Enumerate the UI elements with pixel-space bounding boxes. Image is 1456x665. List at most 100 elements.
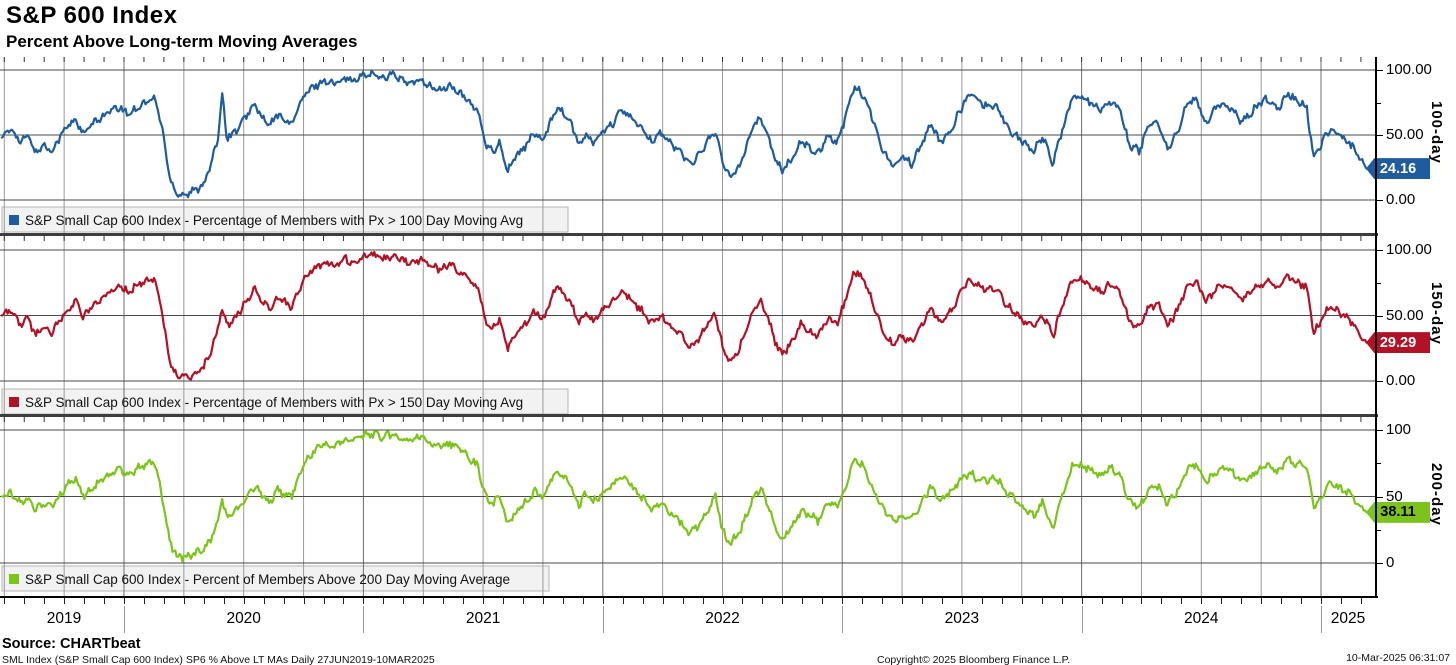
x-axis-tick [1161,598,1163,604]
x-axis-tick [642,598,644,604]
x-axis-tick [862,598,864,604]
footer-copyright: Copyright© 2025 Bloomberg Finance L.P. [877,654,1071,665]
x-axis-tick [1021,598,1023,604]
page-title: S&P 600 Index [6,2,178,29]
legend-swatch-icon [9,397,19,407]
x-axis-tick [124,598,125,604]
x-axis-tick [762,598,764,604]
x-axis-tick [263,598,265,604]
x-axis-year-label: 2020 [226,610,261,627]
series-line-150-day [0,250,1368,381]
footer-timestamp: 10-Mar-2025 06:31:07 [1346,652,1450,664]
x-axis-tick [622,598,624,604]
x-axis-tick [323,598,325,604]
x-axis-tick [104,598,106,604]
legend-150-day: S&P Small Cap 600 Index - Percentage of … [2,389,568,415]
y-axis-tick [1377,282,1381,284]
x-axis-tick [383,598,385,604]
y-axis-tick-label: 100 [1386,421,1412,438]
x-axis-tick [1340,598,1342,604]
x-axis-tick [961,598,963,604]
x-axis-year-divider [1321,606,1322,633]
y-axis-tick [1377,70,1383,71]
y-axis-tick-label: 100.00 [1386,61,1432,78]
x-axis-tick [1041,598,1043,604]
y-axis-tick [1377,430,1383,431]
x-axis-year-label: 2024 [1184,610,1219,627]
y-axis-tick-label: 50 [1386,487,1403,505]
y-axis-tick [1377,563,1383,564]
x-axis-tick [722,598,724,604]
x-axis-tick [742,598,744,604]
x-axis-year-divider [124,606,125,633]
y-axis-tick-label: 50.00 [1386,306,1424,324]
x-axis-tick [84,598,86,604]
x-axis-tick [44,598,46,604]
y-axis-tick [1377,381,1383,382]
last-value-badge-100-day: 24.16 [1366,158,1430,180]
axis-title-100-day: 100-day [1428,101,1445,164]
x-axis-tick [1241,598,1243,604]
x-axis-tick [423,598,425,604]
x-axis-tick [682,598,684,604]
x-axis-tick [542,598,544,604]
x-axis-tick [1061,598,1063,604]
x-axis-year-label: 2022 [705,610,740,627]
y-axis-tick [1377,250,1383,251]
x-axis-tick [662,598,664,604]
x-axis-tick [283,598,285,604]
x-axis-tick [503,598,505,604]
y-axis-tick [1377,529,1381,531]
legend-label: S&P Small Cap 600 Index - Percentage of … [25,394,524,410]
last-value-badge-150-day: 29.29 [1366,332,1430,354]
x-axis-year-divider [363,606,365,633]
legend-label: S&P Small Cap 600 Index - Percent of Mem… [25,571,511,587]
legend-100-day: S&P Small Cap 600 Index - Percentage of … [2,207,568,233]
x-axis-tick [183,598,185,604]
x-axis-year-label: 2025 [1330,610,1366,627]
x-axis-tick [523,598,524,604]
x-axis-tick [1001,598,1003,604]
x-axis-tick [343,598,345,604]
panel-100-day [0,57,1375,233]
y-axis-tick-label: 0.00 [1386,372,1416,389]
x-axis-tick [582,598,584,604]
x-axis-tick [203,598,205,604]
y-axis-tick-label: 0 [1386,554,1395,571]
x-axis-tick [842,598,844,604]
x-axis-tick [1261,598,1263,604]
y-axis-tick [1377,315,1383,317]
x-axis-tick [941,598,943,604]
x-axis-tick [4,598,6,604]
x-axis-tick [443,598,445,604]
y-axis-tick [1377,463,1381,465]
x-axis-year-label: 2021 [465,610,501,627]
panel-200-day [0,417,1375,596]
x-axis-tick [702,598,704,604]
axis-title-200-day: 200-day [1428,462,1445,526]
x-axis-tick [163,598,165,604]
series-line-100-day [0,69,1368,199]
x-axis-tick [1181,598,1183,604]
panel-separator [0,414,1378,417]
y-axis-line [1375,57,1377,598]
x-axis-year-divider [1081,606,1083,633]
x-axis-tick [1360,598,1362,604]
last-value-badge-200-day: 38.11 [1366,501,1430,523]
y-axis-tick [1377,200,1383,201]
y-axis-tick-label: 50.00 [1386,126,1424,143]
series-line-200-day [0,429,1368,563]
x-axis-year-label: 2019 [46,610,82,627]
legend-label: S&P Small Cap 600 Index - Percentage of … [25,212,524,228]
y-axis-tick [1377,135,1383,136]
legend-swatch-icon [9,574,19,584]
x-axis-tick [562,598,564,604]
x-axis-year-label: 2023 [944,610,980,627]
x-axis-tick [802,598,804,604]
x-axis-tick [303,598,305,604]
x-axis-tick [1221,598,1223,604]
x-axis-tick [1101,598,1103,604]
x-axis-tick [1081,598,1083,604]
x-axis-year-divider [842,606,844,633]
